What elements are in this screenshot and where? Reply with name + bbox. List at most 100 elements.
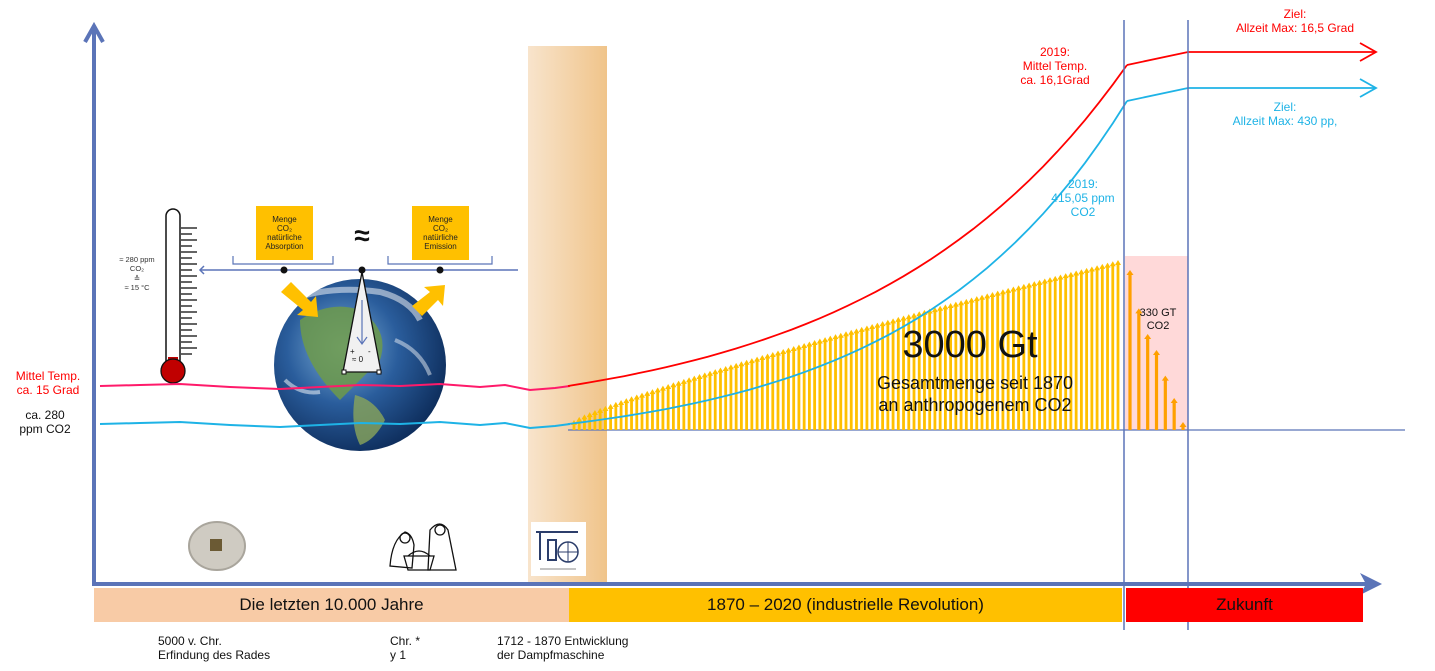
emission-bar xyxy=(1085,271,1089,430)
emission-bar xyxy=(834,338,837,430)
emission-bar-arrowhead xyxy=(1104,262,1111,268)
emission-bar-arrowhead xyxy=(806,341,813,347)
future-emission-bar-arrowhead xyxy=(1161,375,1169,381)
baseline-temperature-label: Mittel Temp. ca. 15 Grad xyxy=(15,369,81,397)
emission-bar xyxy=(1059,278,1062,430)
total-emissions-value: 3000 Gt xyxy=(902,324,1038,366)
emission-bar-arrowhead xyxy=(827,335,834,341)
emission-bar-arrowhead xyxy=(696,373,703,379)
emission-bar xyxy=(928,312,932,430)
emission-bar-arrowhead xyxy=(822,337,829,343)
emission-bar xyxy=(891,322,895,430)
future-budget-label: 330 GT CO2 xyxy=(1139,307,1177,332)
emission-bar xyxy=(703,376,707,430)
emission-bar xyxy=(729,368,733,430)
balance-left-arrow-icon xyxy=(198,265,205,275)
future-emission-bar xyxy=(1154,354,1159,430)
emission-bar-arrowhead xyxy=(581,414,588,420)
temperature-industrial-line xyxy=(567,64,1128,387)
band-industrial: 1870 – 2020 (industrielle Revolution) xyxy=(569,588,1122,622)
emission-bar-arrowhead xyxy=(952,301,959,307)
emission-bar-arrowhead xyxy=(780,348,787,354)
emission-bar xyxy=(1116,264,1120,430)
future-emission-bar xyxy=(1146,338,1150,430)
temperature-history-line xyxy=(99,382,571,392)
absorption-arrow-icon xyxy=(281,282,318,317)
future-emission-bar xyxy=(1128,274,1132,430)
emission-bar xyxy=(1043,282,1047,430)
emission-bar-arrowhead xyxy=(670,382,677,388)
future-emission-bar-arrowhead xyxy=(1144,334,1152,339)
emission-bar xyxy=(985,297,989,430)
emission-bar-arrowhead xyxy=(816,338,823,344)
emission-bar-arrowhead xyxy=(1047,277,1053,283)
emission-bar xyxy=(1074,274,1078,430)
pointer-zero: ≈ 0 xyxy=(352,355,364,364)
emission-bar-arrowhead xyxy=(1010,286,1017,292)
emission-bar-arrowhead xyxy=(884,319,891,325)
emission-bars xyxy=(571,260,1121,430)
emission-bar-arrowhead xyxy=(654,387,661,393)
emission-bar-arrowhead xyxy=(1073,270,1080,276)
co2-goal-line xyxy=(1126,87,1375,102)
emission-bar-arrowhead xyxy=(989,291,996,297)
emission-bar xyxy=(1048,281,1052,430)
co2-history-line xyxy=(99,420,571,430)
emission-bar xyxy=(970,301,973,430)
emission-bar xyxy=(1038,283,1041,430)
future-emission-bar xyxy=(1181,426,1185,430)
emission-bar xyxy=(896,320,900,430)
temperature-goal-arrow-icon xyxy=(1359,42,1378,62)
emission-bar-arrowhead xyxy=(748,358,755,364)
note-christ: Chr. * y 1 xyxy=(390,634,421,663)
co2-industrial-line xyxy=(567,100,1128,425)
pointer-minus: - xyxy=(368,347,371,356)
emission-bar xyxy=(964,302,968,430)
emission-bar-arrowhead xyxy=(597,407,604,413)
total-emissions-caption: Gesamtmenge seit 1870 an anthropogenem C… xyxy=(876,373,1074,415)
emission-bar xyxy=(682,382,686,430)
emission-bar-arrowhead xyxy=(759,355,766,361)
emission-bar-arrowhead xyxy=(1094,265,1101,271)
transition-column xyxy=(528,46,607,586)
future-emission-bar-arrowhead xyxy=(1135,308,1143,314)
future-emission-bar xyxy=(1172,402,1176,430)
emission-bar xyxy=(755,360,759,430)
emission-bar xyxy=(949,306,953,430)
temperature-goal-label: Ziel: Allzeit Max: 16,5 Grad xyxy=(1235,7,1355,35)
emission-bar-arrowhead xyxy=(1031,281,1038,287)
emission-bar-arrowhead xyxy=(727,364,734,370)
emission-bar-arrowhead xyxy=(764,353,771,359)
emission-bar xyxy=(734,366,738,430)
emission-bar xyxy=(813,344,817,430)
emission-bar xyxy=(760,359,764,430)
emission-bar-arrowhead xyxy=(1041,278,1048,284)
emission-bar xyxy=(708,374,712,430)
emission-bar xyxy=(865,329,869,430)
emission-bar xyxy=(1095,269,1099,430)
emission-bar-arrowhead xyxy=(905,314,912,320)
note-steam-engine: 1712 - 1870 Entwicklung der Dampfmaschin… xyxy=(497,634,629,663)
emission-bar-arrowhead xyxy=(649,389,656,395)
emission-bar xyxy=(1027,286,1031,430)
emission-bar xyxy=(886,323,890,430)
approximately-equal-sign: ≈ xyxy=(354,220,370,251)
emission-arrow-icon xyxy=(412,285,445,316)
emission-bar xyxy=(855,332,858,430)
emission-bar-arrowhead xyxy=(811,340,818,346)
emission-bar-arrowhead xyxy=(911,312,917,318)
emission-bar-arrowhead xyxy=(994,290,1001,296)
emission-bar xyxy=(698,377,701,430)
thermometer-label: ≈ 280 ppm CO₂ ≙ ≈ 15 °C xyxy=(119,255,155,293)
emission-bar xyxy=(1011,290,1015,430)
emission-bar xyxy=(1064,277,1068,430)
emission-bar-arrowhead xyxy=(1062,273,1069,279)
emission-bar xyxy=(938,309,942,430)
emission-bar-arrowhead xyxy=(937,305,944,311)
emission-bar xyxy=(787,351,790,430)
temperature-goal-line xyxy=(1126,51,1375,66)
emission-bar-arrowhead xyxy=(743,359,750,365)
emission-bar xyxy=(959,304,963,430)
emission-bar xyxy=(839,336,843,430)
